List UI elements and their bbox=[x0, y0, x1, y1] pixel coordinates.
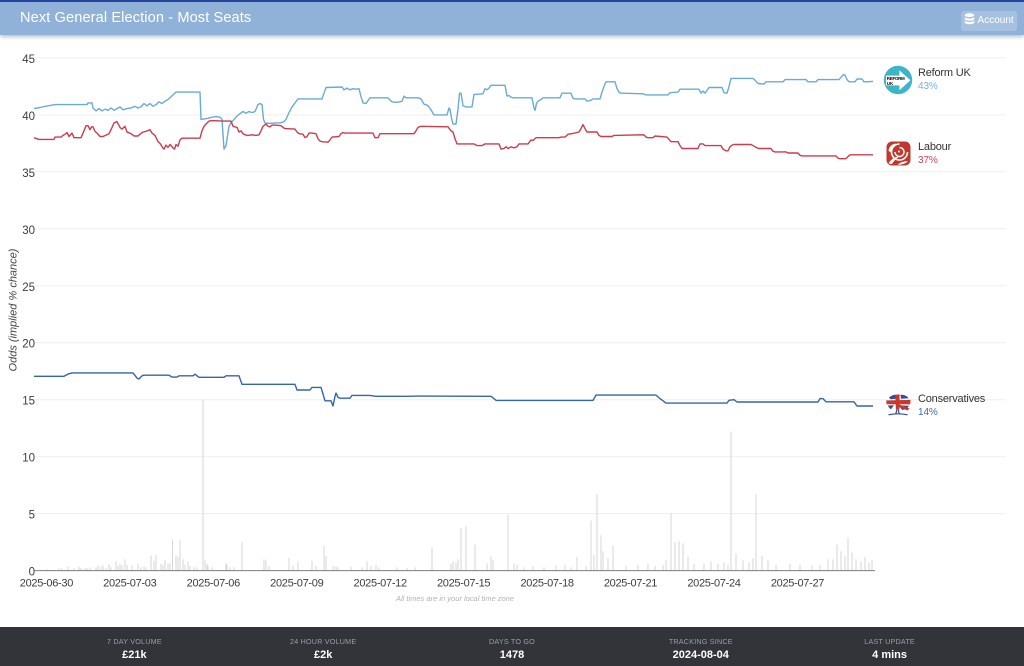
svg-text:2025-07-27: 2025-07-27 bbox=[771, 578, 824, 590]
svg-text:All times are in your local ti: All times are in your local time zone bbox=[395, 594, 514, 603]
svg-text:45: 45 bbox=[22, 54, 35, 66]
svg-text:20: 20 bbox=[22, 339, 35, 351]
svg-text:0: 0 bbox=[29, 567, 35, 579]
svg-text:35: 35 bbox=[22, 168, 35, 180]
svg-text:REFORM: REFORM bbox=[887, 76, 905, 81]
svg-text:UK: UK bbox=[887, 81, 894, 86]
svg-text:2025-07-15: 2025-07-15 bbox=[437, 578, 490, 590]
svg-text:40: 40 bbox=[22, 111, 35, 123]
svg-text:2025-07-21: 2025-07-21 bbox=[604, 578, 657, 590]
svg-text:2025-07-12: 2025-07-12 bbox=[354, 578, 407, 590]
svg-text:2025-07-03: 2025-07-03 bbox=[103, 578, 156, 590]
svg-text:15: 15 bbox=[22, 396, 35, 408]
svg-text:10: 10 bbox=[22, 453, 35, 465]
svg-text:2025-07-06: 2025-07-06 bbox=[187, 578, 240, 590]
svg-text:5: 5 bbox=[29, 510, 35, 522]
svg-text:2025-06-30: 2025-06-30 bbox=[20, 578, 73, 590]
svg-text:2025-07-09: 2025-07-09 bbox=[270, 578, 323, 590]
svg-text:Odds (implied % chance): Odds (implied % chance) bbox=[8, 248, 20, 371]
svg-text:2025-07-24: 2025-07-24 bbox=[687, 578, 740, 590]
svg-text:2025-07-18: 2025-07-18 bbox=[520, 578, 573, 590]
svg-text:30: 30 bbox=[22, 225, 35, 237]
svg-text:25: 25 bbox=[22, 282, 35, 294]
